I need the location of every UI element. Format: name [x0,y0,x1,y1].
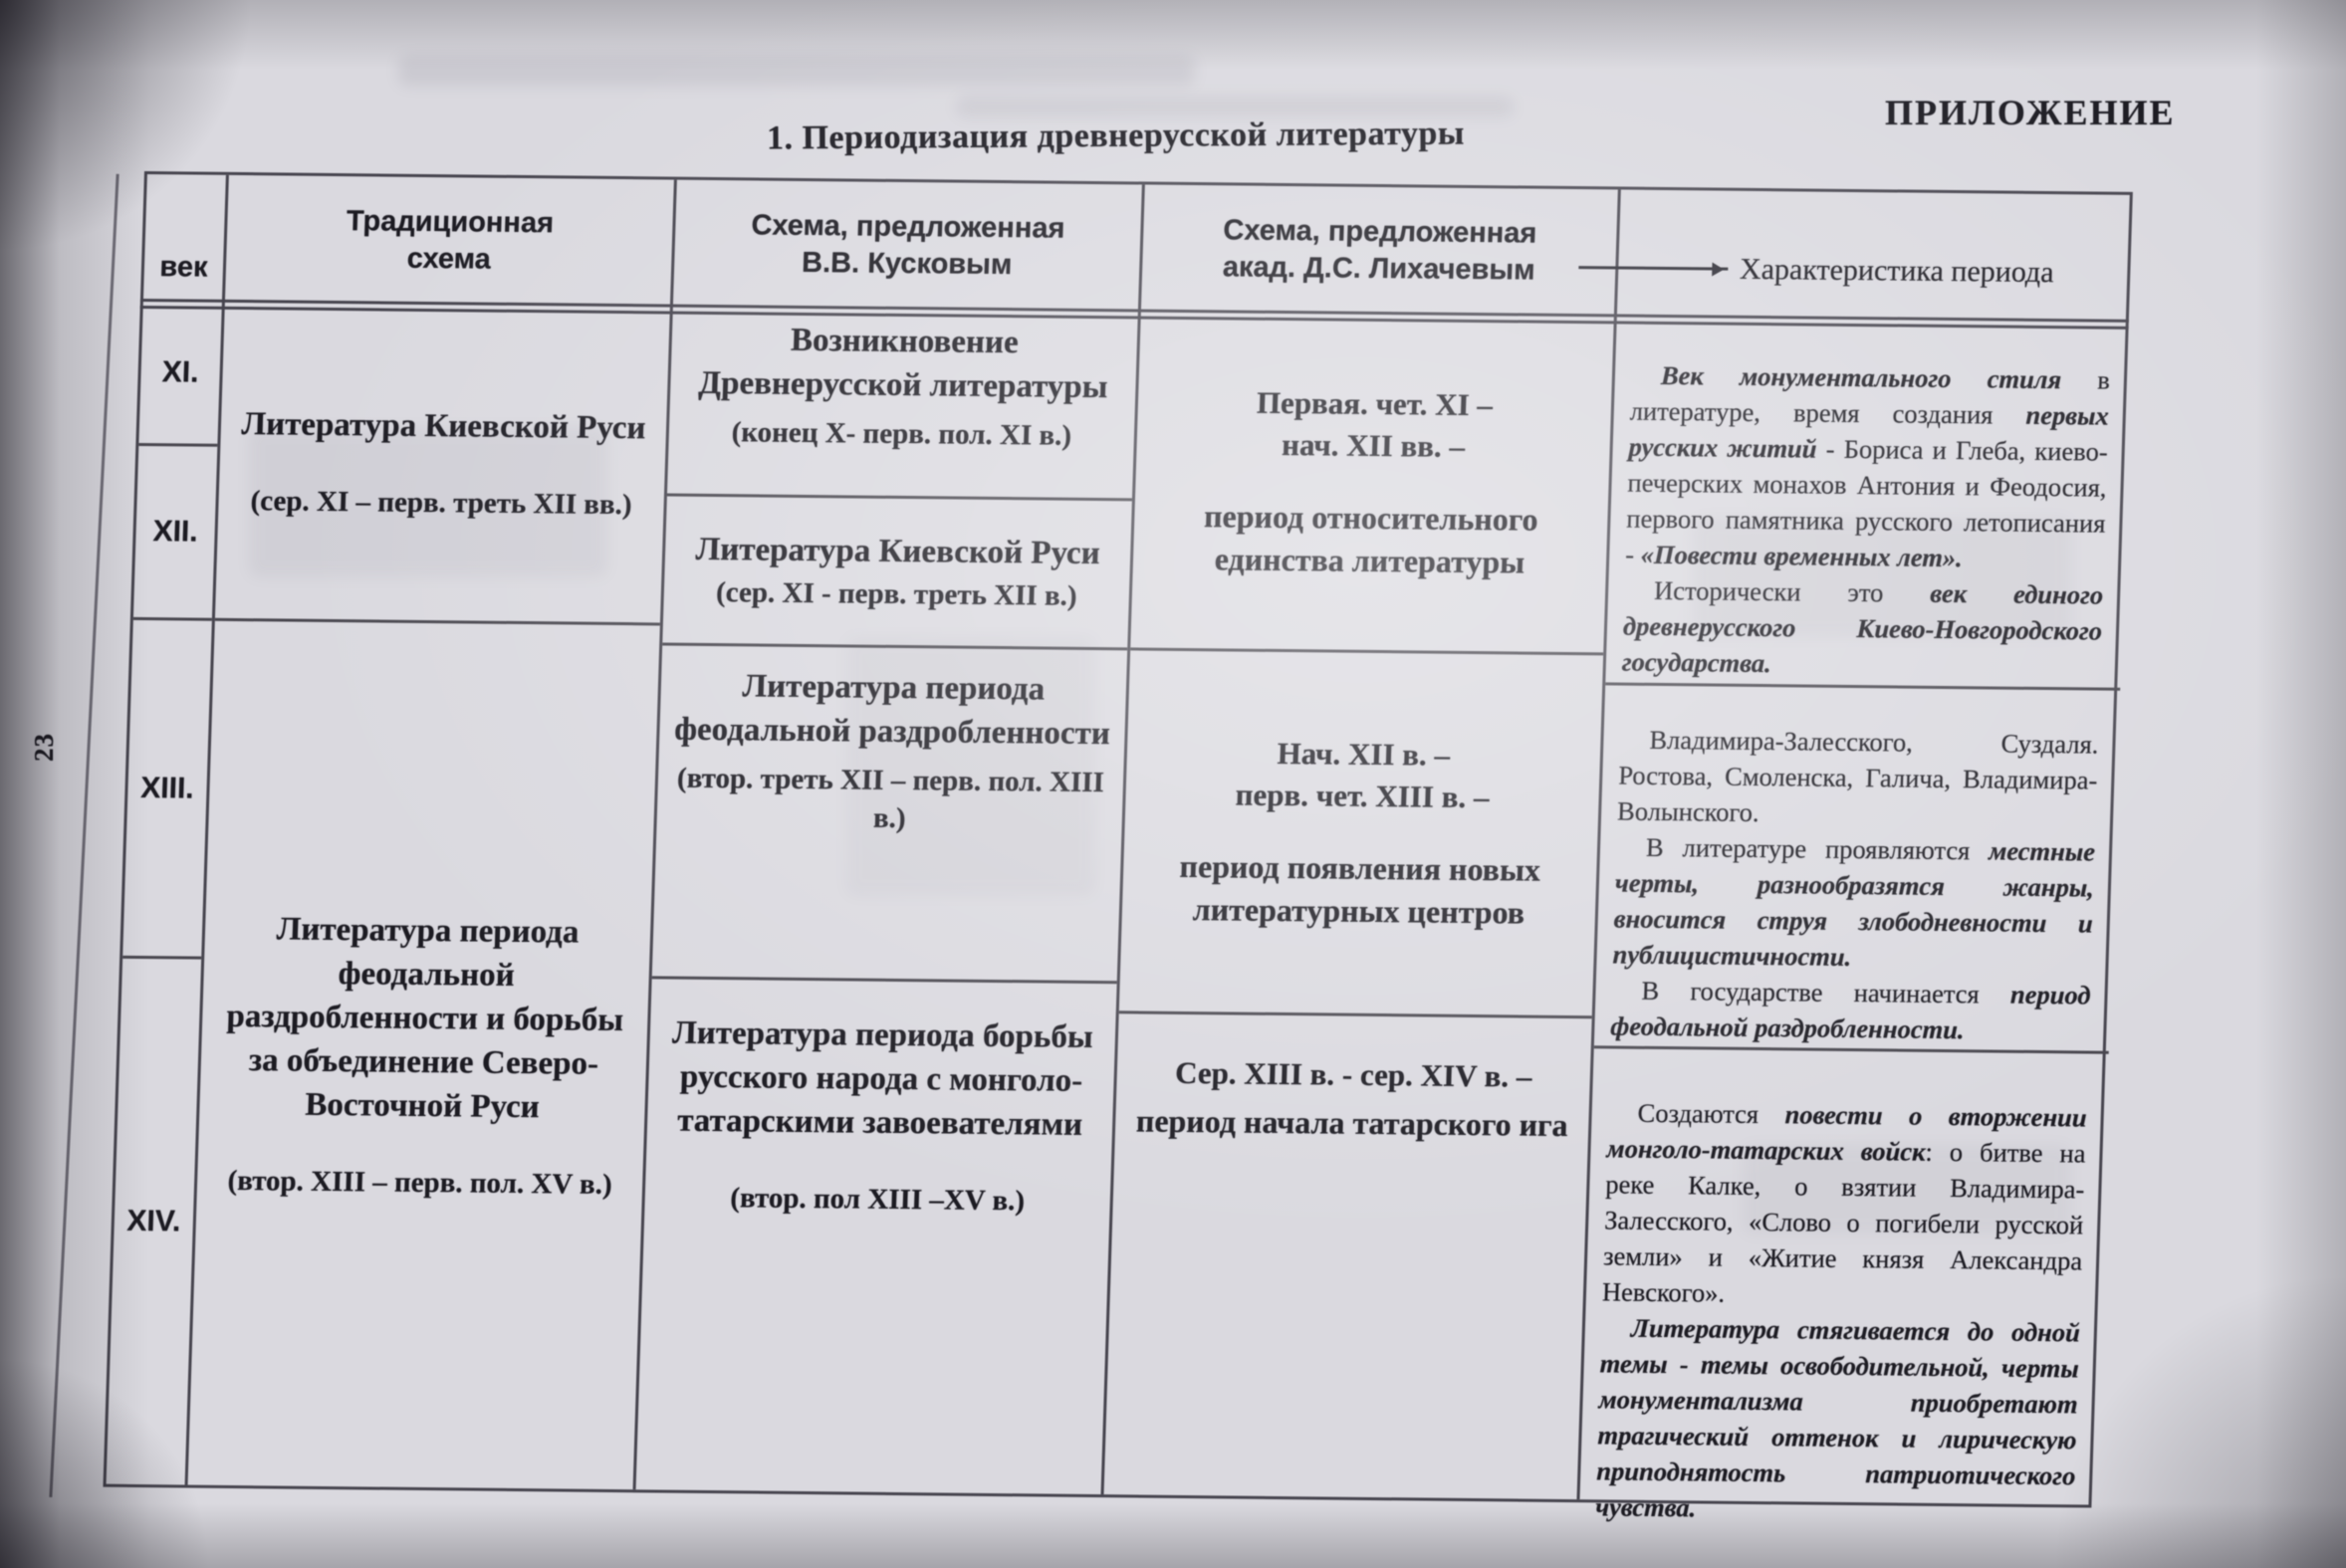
header-century: век [158,251,209,284]
table-cell: Литература периода борьбы русского народ… [636,979,1117,1494]
cell-period: (втор. треть XII – перв. пол. XIII в.) [676,762,1105,835]
table-cell: Литература Киевской Руси (сер. XI - перв… [662,496,1132,651]
table-cell: Литература Киевской Руси (сер. XI – перв… [214,302,670,626]
table-cell: Возникновение Древнерусской литературы (… [666,307,1138,502]
table-cell: Сер. XIII в. - сер. XIV в. – период нача… [1104,1013,1592,1499]
header-traditional-scheme: Традиционная схема [346,205,555,276]
page-title: 1. Периодизация древнерусской литературы [766,114,1465,157]
cell-title: Литература периода феодальной раздроблен… [226,911,624,1126]
table-cell: Создаются повести о вторжении монголо-та… [1594,1097,2088,1523]
periodization-table: век XI. XII. XIII. XIV. Традиционная схе… [49,171,2136,1523]
cell-title: Литература Киевской Руси [241,405,647,446]
cell-dates: Нач. XII в. – перв. чет. XIII в. – [1235,735,1491,815]
appendix-label: ПРИЛОЖЕНИЕ [1885,93,2176,132]
cell-period: (сер. XI – перв. треть XII вв.) [250,484,633,521]
cell-label: период появления новых литературных цент… [1179,847,1541,931]
century-label: XIII. [139,771,195,805]
cell-title: Возникновение Древнерусской литературы [697,322,1109,406]
cell-title: Литература периода феодальной раздроблен… [673,668,1111,753]
cell-period: (конец X- перв. пол. XI в.) [731,416,1072,452]
cell-title: Литература Киевской Руси [695,531,1101,571]
header-likhachev-scheme: Схема, предложенная акад. Д.С. Лихачевым [1222,214,1537,287]
column-traditional-scheme: Традиционная схема Литература Киевской Р… [187,174,677,1490]
table-cell-century-12: XII. [132,445,218,621]
cell-title: Литература периода борьбы русского народ… [671,1014,1094,1143]
page-margin-line [49,173,119,1498]
cell-period: (втор. пол XIII –XV в.) [729,1182,1026,1218]
table-cell: Литература периода феодальной раздроблен… [651,645,1128,985]
page-number: 23 [29,733,59,762]
table-cell: Владимира-Залесского, Суздаля. Ростова, … [1593,685,2121,1054]
column-period-characteristics: Характеристика периода Век монументально… [1578,190,2136,1523]
header-kuskov-scheme: Схема, предложенная В.В. Кусковым [750,209,1065,282]
table-cell: Нач. XII в. – перв. чет. XIII в. – перио… [1118,650,1604,1019]
table-cell: Первая. чет. XI – нач. XII вв. – период … [1130,312,1614,656]
century-label: XIV. [125,1204,181,1238]
cell-dates: Первая. чет. XI – нач. XII вв. – [1256,384,1494,464]
header-period-characteristics: Характеристика периода [1578,190,2136,323]
column-likhachev-scheme: Схема, предложенная акад. Д.С. Лихачевым… [1103,184,1621,1500]
cell-period: (втор. XIII – перв. пол. XV в.) [227,1164,613,1201]
cell-label: период относительного единства литератур… [1203,497,1539,580]
table-cell-century-11: XI. [138,301,222,447]
century-label: XII. [152,515,199,549]
cell-label: период начала татарского ига [1135,1102,1569,1144]
header-label: Характеристика периода [1739,252,2055,289]
column-kuskov-scheme: Схема, предложенная В.В. Кусковым Возник… [635,179,1145,1495]
table-cell: Литература периода феодальной раздроблен… [188,621,660,1489]
table-cell: Век монументального стиля в литературе, … [1605,317,2132,691]
table-cell-century-14: XIV. [107,959,202,1485]
cell-period: (сер. XI - перв. треть XII в.) [715,575,1078,612]
century-label: XI. [161,355,200,389]
cell-dates: Сер. XIII в. - сер. XIV в. – [1174,1054,1533,1094]
table-cell-century-13: XIII. [122,619,212,960]
